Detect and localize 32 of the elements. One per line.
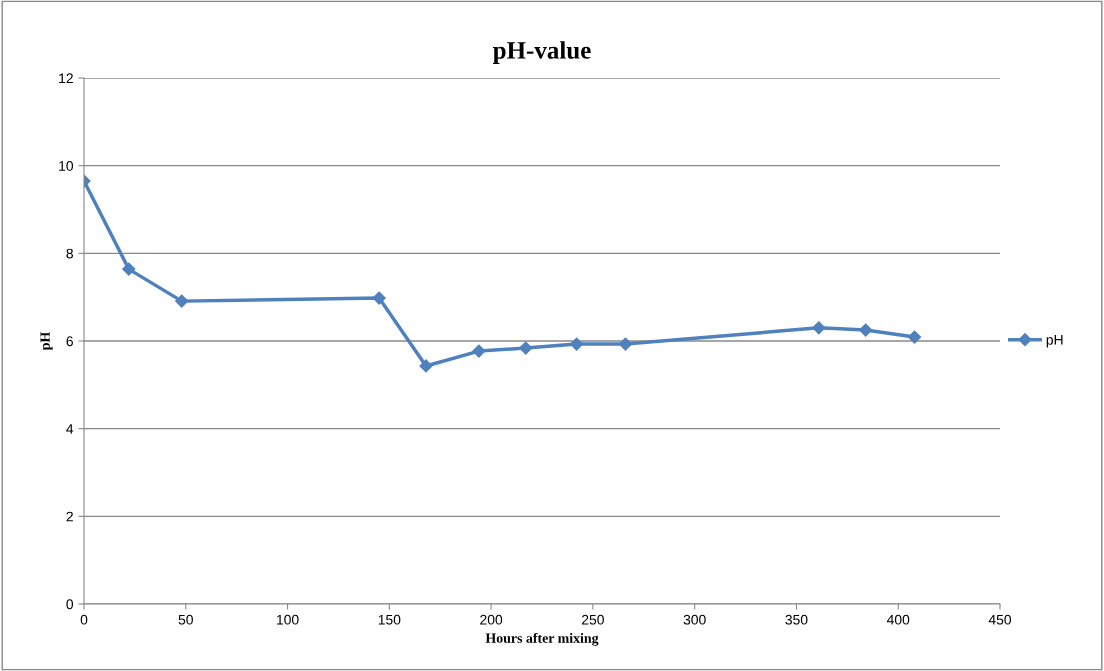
x-tick-label: 150 <box>378 614 401 625</box>
point <box>570 337 584 351</box>
y-tick-label: 4 <box>66 424 74 434</box>
point <box>122 262 136 276</box>
x-tick-label: 450 <box>988 614 1012 625</box>
x-tick-label: 400 <box>886 614 910 625</box>
x-tick-label: 0 <box>80 614 88 625</box>
point <box>175 294 189 308</box>
x-tick-label: 50 <box>178 614 193 625</box>
legend-label: pH <box>1046 335 1063 348</box>
point <box>519 341 533 355</box>
point <box>907 330 922 344</box>
y-tick-label: 6 <box>66 336 73 347</box>
point <box>472 344 486 358</box>
x-tick-label: 350 <box>785 614 808 625</box>
x-axis-title: Hours after mixing <box>485 632 599 646</box>
x-tick-label: 100 <box>277 614 299 625</box>
y-tick-label: 12 <box>59 73 73 84</box>
y-tick-label: 10 <box>59 161 74 171</box>
point <box>812 321 826 335</box>
point <box>419 359 433 373</box>
y-tick-label: 2 <box>66 511 73 522</box>
y-tick-label: 8 <box>66 248 73 259</box>
chart-title: pH-value <box>493 41 591 64</box>
y-axis-title: pH <box>40 331 53 351</box>
y-tick-label: 0 <box>66 599 74 610</box>
point <box>859 323 873 337</box>
x-tick-label: 300 <box>683 614 706 625</box>
x-tick-label: 200 <box>480 614 503 625</box>
point <box>618 337 633 351</box>
x-tick-label: 250 <box>582 614 604 625</box>
point <box>372 291 386 305</box>
